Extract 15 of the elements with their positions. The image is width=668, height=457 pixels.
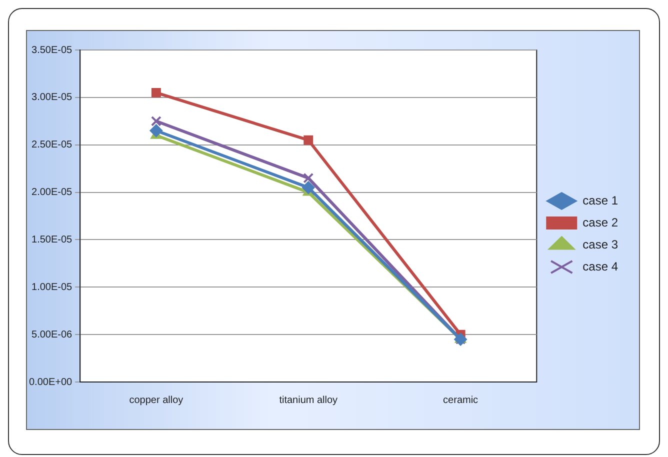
y-tick-label: 2.50E-05 <box>32 140 73 151</box>
legend-label: case 4 <box>582 259 618 274</box>
legend-label: case 2 <box>582 215 618 230</box>
legend-label: case 1 <box>582 193 618 208</box>
y-tick-label: 3.00E-05 <box>32 92 73 104</box>
y-tick-label: 3.50E-05 <box>32 44 73 56</box>
y-tick-label: 0.00E+00 <box>28 376 73 388</box>
x-tick-label: copper alloy <box>129 394 184 406</box>
legend-label: case 3 <box>582 237 618 252</box>
y-tick-label: 2.00E-05 <box>32 187 73 198</box>
y-tick-label: 1.50E-05 <box>32 234 73 246</box>
x-tick-label: ceramic <box>443 394 478 406</box>
y-tick-label: 1.00E-05 <box>32 282 73 293</box>
y-tick-label: 5.00E-06 <box>32 329 73 340</box>
x-tick-label: titanium alloy <box>279 394 338 406</box>
